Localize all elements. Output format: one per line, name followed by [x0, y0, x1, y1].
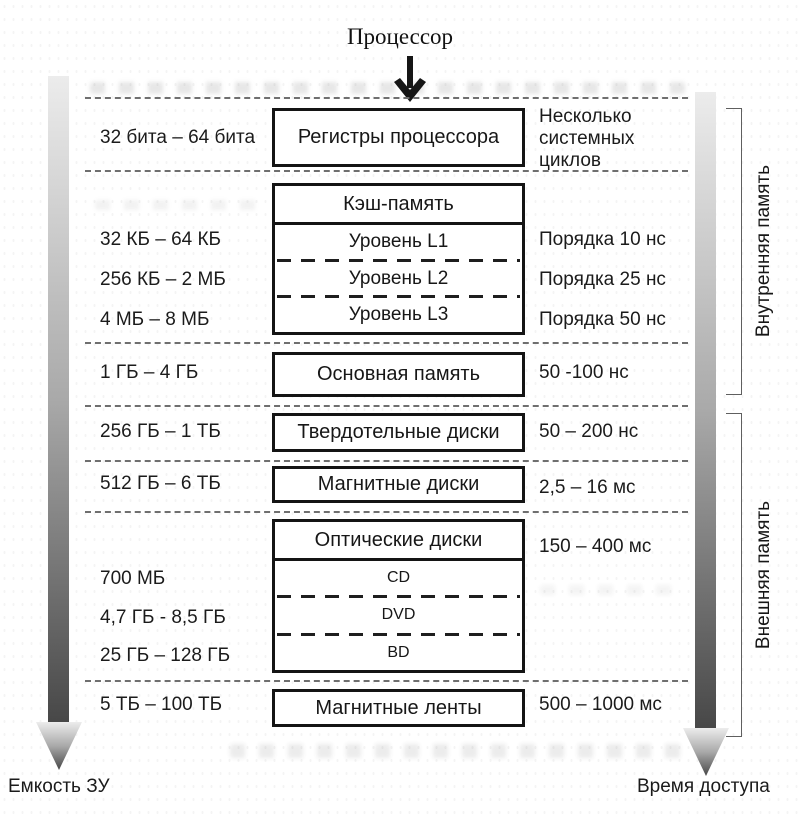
ssd-box: Твердотельные диски: [272, 413, 525, 452]
optical-dashed-divider: [277, 632, 520, 636]
registers-time: Несколько системных циклов: [539, 106, 689, 172]
registers-capacity: 32 бита – 64 бита: [100, 127, 256, 148]
main-memory-box-label: Основная память: [316, 363, 481, 385]
bd-label: BD: [387, 643, 410, 661]
external-memory-bracket: [726, 413, 742, 737]
registers-box-label: Регистры процессора: [297, 126, 500, 148]
ssd-time: 50 – 200 нс: [539, 421, 639, 442]
optical-time: 150 – 400 мс: [539, 536, 652, 557]
tape-box-label: Магнитные ленты: [315, 696, 482, 719]
cache-l2-label: Уровень L2: [348, 267, 449, 289]
tape-time: 500 – 1000 мс: [539, 694, 662, 715]
internal-memory-bracket: [726, 108, 742, 395]
scan-artifact: [230, 744, 685, 758]
hdd-time: 2,5 – 16 мс: [539, 477, 636, 498]
cache-l3-time: Порядка 50 нс: [539, 309, 666, 330]
tape-box: Магнитные ленты: [272, 689, 525, 727]
optical-box: Оптические диски CD DVD BD: [272, 519, 525, 673]
dashed-separator: [85, 460, 688, 462]
cache-dashed-divider: [277, 295, 520, 299]
bd-capacity: 25 ГБ – 128 ГБ: [100, 645, 231, 666]
cache-l1-time: Порядка 10 нс: [539, 229, 666, 250]
dashed-separator: [85, 680, 688, 682]
scan-artifact: [95, 200, 260, 210]
optical-dashed-divider: [277, 595, 520, 599]
external-memory-label: Внешняя память: [753, 500, 774, 650]
cache-l3-capacity: 4 МБ – 8 МБ: [100, 309, 210, 330]
optical-box-title: Оптические диски: [275, 522, 522, 561]
registers-time-line: Несколько: [539, 106, 632, 127]
processor-label: Процессор: [346, 24, 454, 49]
hdd-box: Магнитные диски: [272, 466, 525, 503]
main-memory-capacity: 1 ГБ – 4 ГБ: [100, 362, 199, 383]
processor-arrow-icon: [394, 56, 426, 102]
registers-time-line: циклов: [539, 150, 601, 171]
cd-capacity: 700 МБ: [100, 568, 166, 589]
cd-label: CD: [386, 569, 411, 587]
cache-box-title: Кэш-память: [275, 186, 522, 225]
access-time-axis-arrow: [683, 92, 729, 776]
scan-artifact: [90, 82, 685, 94]
dvd-label: DVD: [381, 606, 416, 624]
dashed-separator: [85, 511, 688, 513]
cache-l2-time: Порядка 25 нс: [539, 269, 666, 290]
dvd-capacity: 4,7 ГБ - 8,5 ГБ: [100, 607, 226, 628]
capacity-axis-arrow: [36, 76, 82, 770]
cache-l2-capacity: 256 КБ – 2 МБ: [100, 269, 226, 290]
main-memory-time: 50 -100 нс: [539, 362, 629, 383]
registers-time-line: системных: [539, 128, 635, 149]
hdd-box-label: Магнитные диски: [317, 473, 480, 495]
registers-box: Регистры процессора: [272, 108, 525, 167]
ssd-capacity: 256 ГБ – 1 ТБ: [100, 421, 221, 442]
dashed-separator: [85, 97, 688, 99]
tape-capacity: 5 ТБ – 100 ТБ: [100, 694, 223, 715]
cache-l3-label: Уровень L3: [348, 304, 449, 326]
cache-l1-label: Уровень L1: [348, 230, 449, 252]
access-time-axis-label: Время доступа: [637, 776, 770, 797]
hdd-capacity: 512 ГБ – 6 ТБ: [100, 473, 221, 494]
cache-dashed-divider: [277, 258, 520, 262]
main-memory-box: Основная память: [272, 352, 525, 397]
internal-memory-label: Внутренняя память: [753, 164, 774, 338]
scan-artifact: [540, 585, 680, 595]
dashed-separator: [85, 342, 688, 344]
capacity-axis-label: Емкость ЗУ: [8, 776, 110, 797]
dashed-separator: [85, 405, 688, 407]
cache-box: Кэш-память Уровень L1 Уровень L2 Уровень…: [272, 183, 525, 335]
dashed-separator: [85, 170, 688, 172]
ssd-box-label: Твердотельные диски: [297, 421, 500, 443]
cache-l1-capacity: 32 КБ – 64 КБ: [100, 229, 222, 250]
